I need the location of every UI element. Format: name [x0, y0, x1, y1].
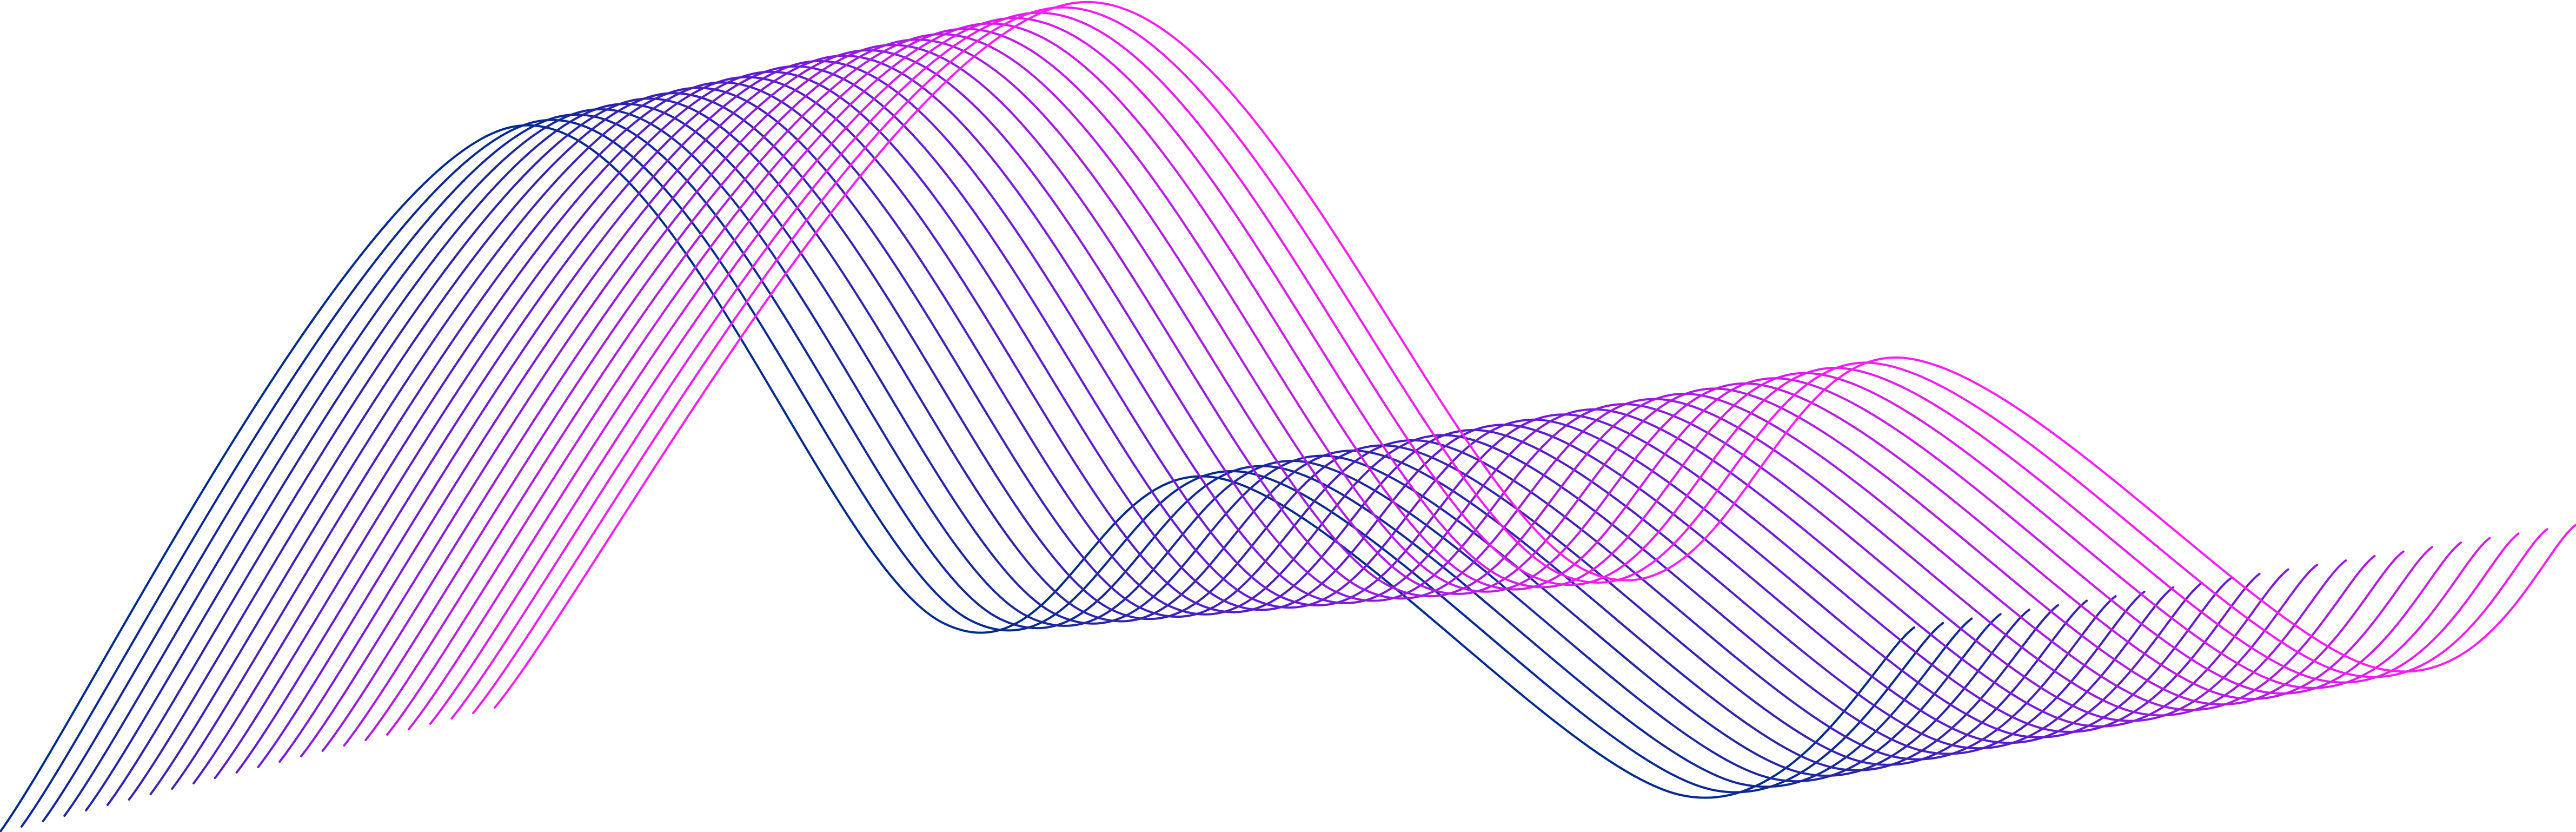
wave-line — [106, 97, 2060, 806]
wave-line — [214, 70, 2203, 779]
wave-line — [386, 28, 2433, 736]
wave-line — [85, 103, 2030, 811]
wave-line — [429, 17, 2491, 725]
wave-line — [20, 118, 1944, 828]
wave-line — [42, 114, 1973, 822]
wave-line — [321, 44, 2347, 752]
wave-line — [0, 124, 1915, 832]
wave-line — [407, 22, 2462, 730]
wave-line — [364, 33, 2405, 741]
wave-line — [235, 65, 2232, 774]
wave-line — [494, 1, 2576, 709]
wave-line — [278, 54, 2289, 763]
wave-line — [149, 87, 2117, 795]
wave-line — [171, 81, 2146, 790]
wave-line — [472, 6, 2548, 714]
wave-line — [192, 76, 2174, 784]
wave-line — [450, 11, 2520, 719]
wave-line — [257, 60, 2261, 768]
wave-line — [343, 38, 2376, 747]
wave-line — [63, 108, 2002, 817]
wave-line — [300, 49, 2318, 757]
